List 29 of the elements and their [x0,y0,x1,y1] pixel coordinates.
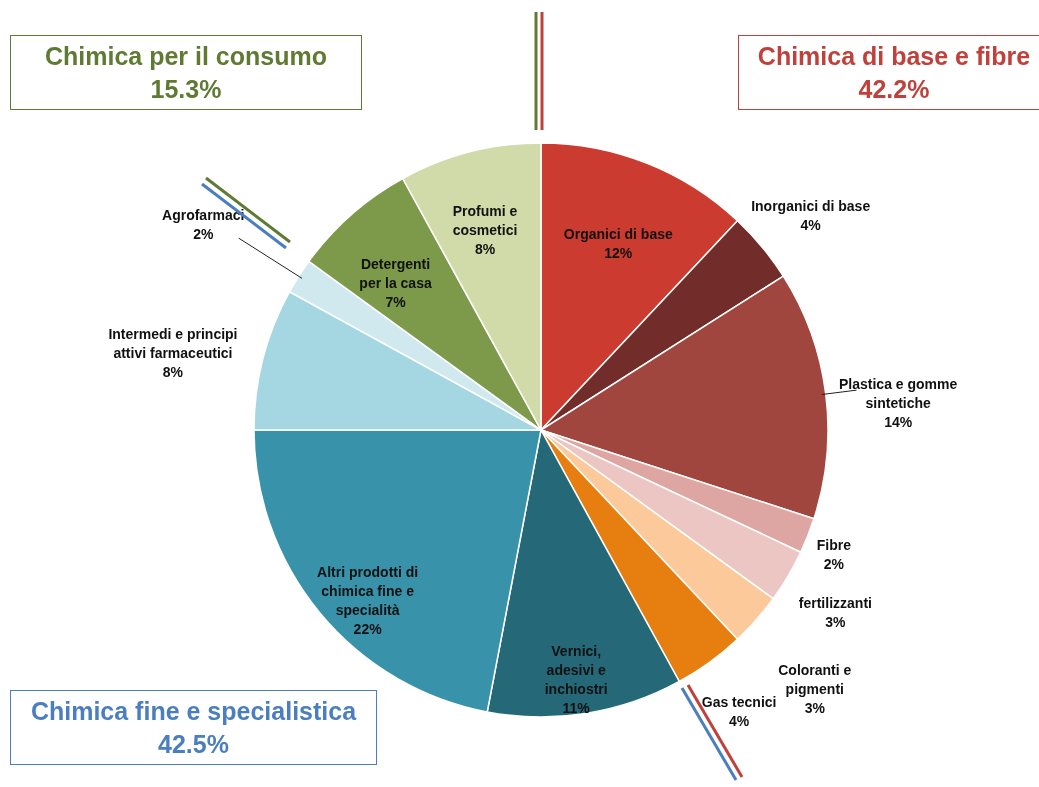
data-label: 11% [562,700,591,717]
data-label: 8% [162,364,184,381]
slice-label: Altri prodotti di chimica fine e specialità [317,564,419,619]
data-label: 12% [604,244,633,261]
data-label: 4% [800,216,822,233]
slice-label: Fibre [816,536,852,553]
slice-label: Plastica e gomme sintetiche [839,375,958,411]
text: Chimica per il consumo 15.3% [10,35,362,110]
slice-label: Intermedi e principi attivi farmaceutici [108,326,238,362]
data-label: 14% [884,413,913,430]
slice-label: Detergenti per la casa [359,255,432,291]
slice-label: Profumi e cosmetici [452,203,518,239]
data-label: 4% [728,712,750,729]
slice-label: Inorganici di base [751,197,871,214]
slice-label: Vernici, adesivi e inchiostri [544,643,608,698]
data-label: 2% [193,225,214,242]
data-label: 22% [353,621,383,638]
data-label: 3% [804,700,826,717]
slice-label: Agrofarmaci [162,206,245,223]
slice-label: Organici di base [563,225,673,242]
data-label: 3% [825,614,847,631]
text: Chimica di base e fibre 42.2% [738,35,1039,110]
data-label: 7% [385,293,407,310]
data-label: 2% [823,555,845,572]
slice-label: Gas tecnici [701,693,777,710]
text: Chimica fine e specialistica 42.5% [10,690,377,765]
data-label: 8% [474,241,496,258]
slice-label: Coloranti e pigmenti [778,662,852,698]
slice-label: fertilizzanti [798,595,872,612]
